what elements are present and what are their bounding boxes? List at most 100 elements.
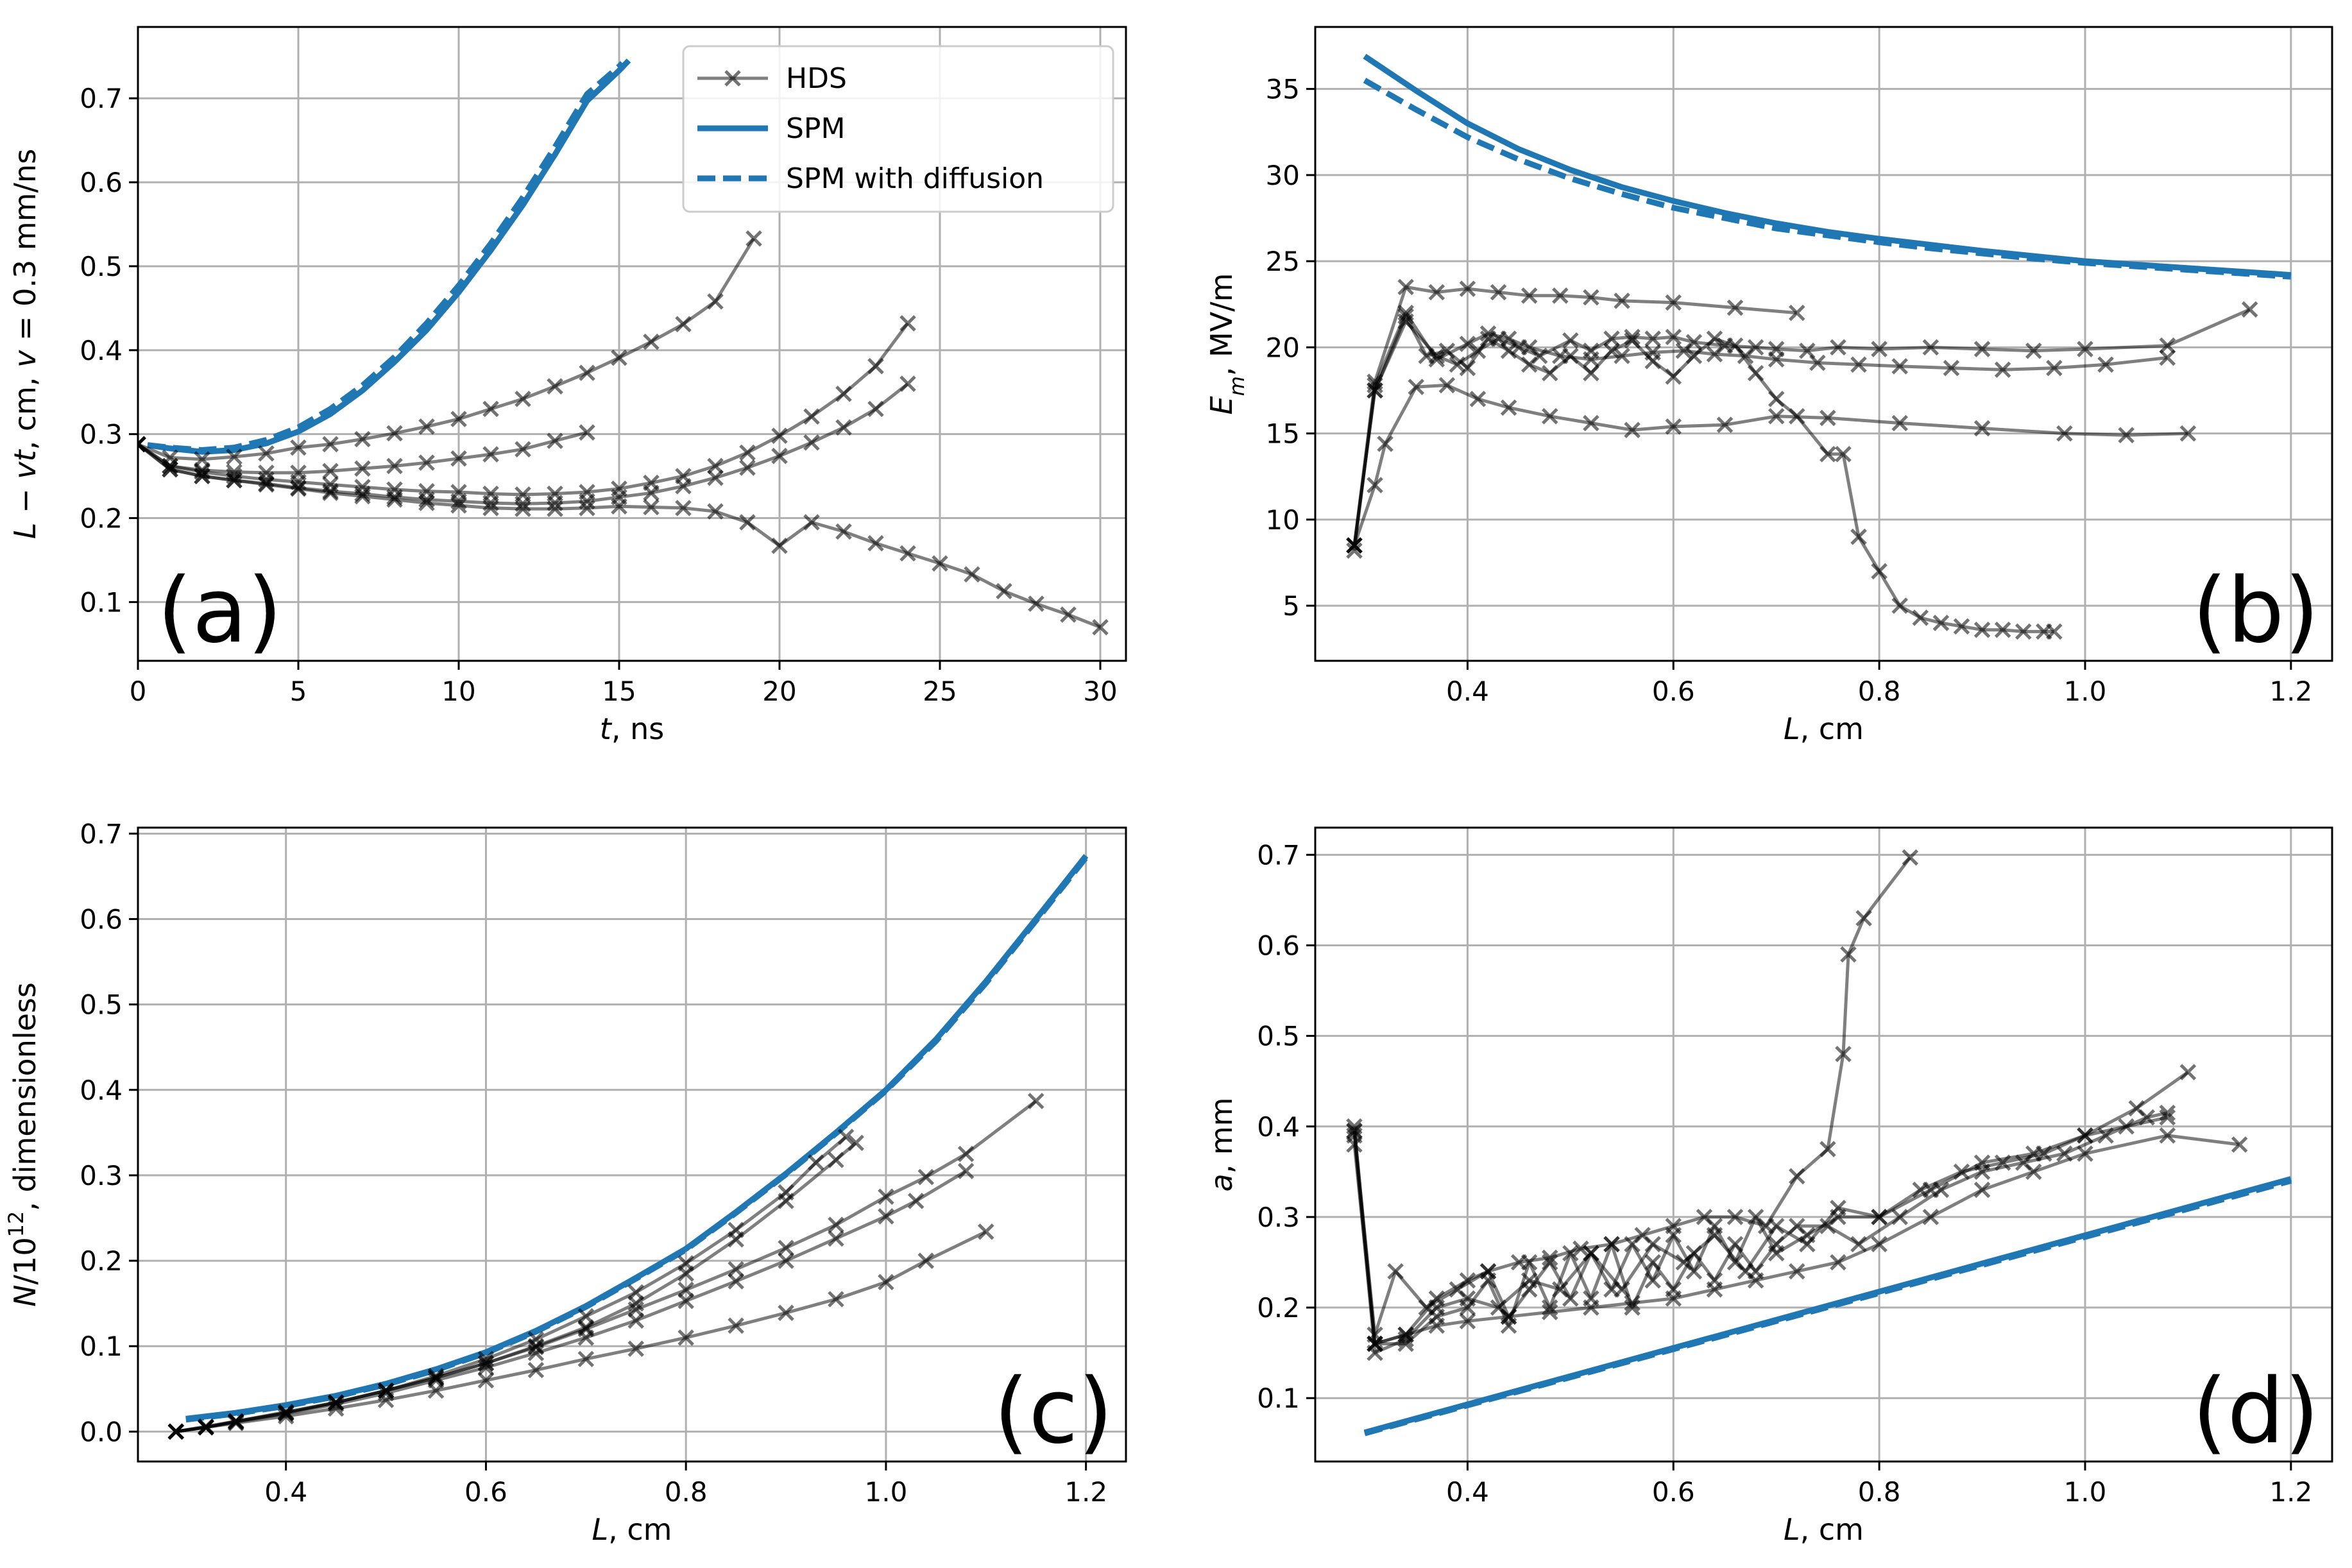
hds-point	[707, 469, 724, 486]
hds-point	[1092, 618, 1109, 636]
hds-point	[1459, 280, 1476, 297]
x-axis-label: t, ns	[600, 712, 664, 746]
hds-point	[728, 1261, 744, 1278]
hds-point	[611, 349, 627, 366]
hds-point	[427, 1369, 445, 1386]
legend-label: SPM	[786, 112, 845, 145]
hds-point	[677, 1281, 694, 1299]
hds-point	[290, 480, 307, 497]
hds-point	[2025, 1163, 2042, 1180]
spm-diffusion-line	[147, 61, 625, 453]
hds-point	[2159, 1127, 2176, 1144]
hds-point	[677, 1329, 694, 1346]
hds-point	[450, 497, 467, 514]
hds-point	[957, 1145, 975, 1163]
panel-a: 0 5 10 15 20 25 30 0.1 0.2 0.3 0.4 0.5 0.6 0.7 t, ns L …	[8, 26, 1127, 746]
x-tick-label: 0.8	[665, 1476, 708, 1508]
hds-point	[1902, 849, 1919, 866]
x-axis-label: L, cm	[1784, 712, 1864, 746]
hds-point	[1583, 351, 1599, 368]
hds-point	[1562, 332, 1579, 349]
y-tick-label: 0.3	[1257, 1202, 1300, 1233]
x-tick-label: 1.0	[2064, 1476, 2107, 1508]
y-tick-label: 0.2	[1257, 1292, 1300, 1324]
y-tick-label: 0.6	[1257, 930, 1300, 961]
hds-point	[899, 545, 916, 562]
hds-line	[175, 1230, 987, 1433]
hds-point	[167, 1423, 184, 1440]
hds-point	[1973, 1181, 1991, 1198]
hds-point	[1408, 379, 1424, 395]
panel-label: (b)	[2192, 559, 2319, 663]
hds-point	[1459, 1299, 1476, 1316]
hds-point	[867, 400, 884, 418]
hds-point	[803, 408, 820, 425]
hds-point	[1542, 1249, 1558, 1266]
hds-point	[2097, 356, 2114, 373]
hds-point	[1789, 1263, 1805, 1280]
hds-point	[1665, 328, 1682, 346]
hds-point	[1542, 364, 1558, 382]
hds-point	[1428, 1317, 1445, 1334]
y-tick-label: 0.5	[80, 989, 123, 1021]
hds-point	[739, 514, 756, 531]
hds-point	[194, 468, 210, 484]
hds-point	[1500, 330, 1517, 347]
hds-point	[611, 498, 627, 515]
hds-point	[547, 432, 563, 449]
hds-point	[1542, 1304, 1558, 1320]
y-tick-label: 0.2	[80, 1245, 123, 1277]
hds-point	[1871, 1236, 1888, 1253]
hds-point	[1830, 1254, 1846, 1271]
hds-point	[899, 315, 916, 332]
hds-point	[1789, 1168, 1805, 1185]
hds-point	[778, 1193, 794, 1209]
hds-point	[1768, 1218, 1785, 1234]
hds-point	[1542, 407, 1558, 425]
hds-point	[198, 1419, 214, 1436]
hds-point	[1397, 1326, 1414, 1343]
hds-line	[175, 1141, 857, 1433]
hds-point	[1891, 358, 1908, 375]
hds-point	[1603, 342, 1620, 359]
hds-point	[1726, 1236, 1744, 1253]
legend-label: HDS	[786, 62, 847, 95]
hds-point	[482, 446, 499, 463]
hds-point	[258, 445, 275, 462]
hds-point	[1809, 354, 1826, 371]
hds-point	[1726, 337, 1744, 354]
hds-point	[1819, 409, 1836, 427]
panel-b: 0.4 0.6 0.8 1.0 1.2 5 10 15 20 25 30 35 L, cm Em, MV/…	[1204, 26, 2333, 746]
y-tick-label: 35	[1266, 74, 1300, 105]
hds-line	[138, 237, 756, 461]
hds-point	[2241, 301, 2258, 318]
hds-point	[964, 566, 980, 583]
y-tick-label: 30	[1266, 160, 1300, 191]
hds-point	[1768, 1236, 1785, 1253]
hds-point	[878, 1274, 894, 1291]
x-tick-label: 0.4	[1446, 1476, 1489, 1508]
hds-line	[1352, 285, 1798, 546]
hds-point	[1819, 446, 1836, 463]
hds-point	[418, 495, 435, 511]
hds-point	[386, 491, 403, 508]
hds-point	[771, 537, 788, 554]
hds-point	[917, 1252, 935, 1269]
hds-point	[418, 454, 435, 471]
hds-point	[1789, 1218, 1805, 1234]
hds-point	[1665, 418, 1682, 435]
hds-point	[527, 1361, 545, 1379]
hds-point	[2097, 1127, 2114, 1144]
hds-point	[778, 1240, 794, 1256]
hds-point	[1583, 1299, 1599, 1316]
panel-c: 0.4 0.6 0.8 1.0 1.2 0.0 0.1 0.2 0.3 0.4 0.5 0.6 0.7 L…	[4, 818, 1127, 1547]
hds-point	[1367, 477, 1383, 493]
x-tick-label: 1.2	[2269, 1476, 2312, 1508]
hds-point	[707, 457, 724, 475]
hds-point	[1922, 1209, 1939, 1225]
series-hds	[167, 1223, 994, 1440]
hds-point	[577, 1320, 595, 1338]
hds-point	[579, 493, 595, 510]
hds-point	[1562, 1245, 1579, 1262]
hds-point	[2046, 623, 2063, 640]
